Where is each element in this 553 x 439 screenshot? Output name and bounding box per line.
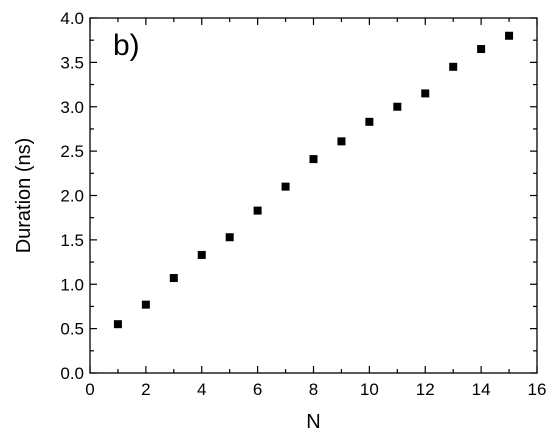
panel-label: b) [113,29,140,62]
y-tick-label: 4.0 [60,9,84,28]
x-tick-label: 10 [360,380,379,399]
x-tick-label: 0 [85,380,94,399]
y-tick-label: 3.5 [60,53,84,72]
y-axis-ticks: 0.0 0.5 1.0 1.5 2.0 2.5 3.0 3.5 4.0 [60,9,537,383]
x-axis-ticks: 0 2 4 6 8 10 12 14 16 [85,18,546,399]
x-tick-label: 8 [309,380,318,399]
x-tick-label: 14 [472,380,491,399]
data-point [393,102,402,111]
y-tick-label: 0.5 [60,320,84,339]
data-point [281,182,290,191]
y-tick-label: 0.0 [60,364,84,383]
y-tick-label: 2.0 [60,187,84,206]
x-tick-label: 6 [253,380,262,399]
x-tick-label: 16 [528,380,547,399]
plot-frame [89,17,538,374]
y-tick-label: 2.5 [60,142,84,161]
y-axis-label: Duration (ns) [13,138,35,254]
y-tick-label: 1.5 [60,231,84,250]
data-point [225,233,234,242]
x-axis-label: N [306,411,320,433]
data-point [449,62,458,71]
data-point [169,274,178,283]
data-points [113,31,514,329]
data-point [113,320,122,329]
x-tick-label: 4 [197,380,206,399]
data-point [197,250,206,259]
y-tick-label: 3.0 [60,98,84,117]
data-point [421,89,430,98]
data-point [141,300,150,309]
y-tick-label: 1.0 [60,275,84,294]
x-tick-label: 12 [416,380,435,399]
data-point [477,45,486,54]
data-point [309,155,318,164]
data-point [505,31,514,40]
data-point [365,117,374,126]
data-point [337,137,346,146]
x-tick-label: 2 [141,380,150,399]
data-point [253,206,262,215]
